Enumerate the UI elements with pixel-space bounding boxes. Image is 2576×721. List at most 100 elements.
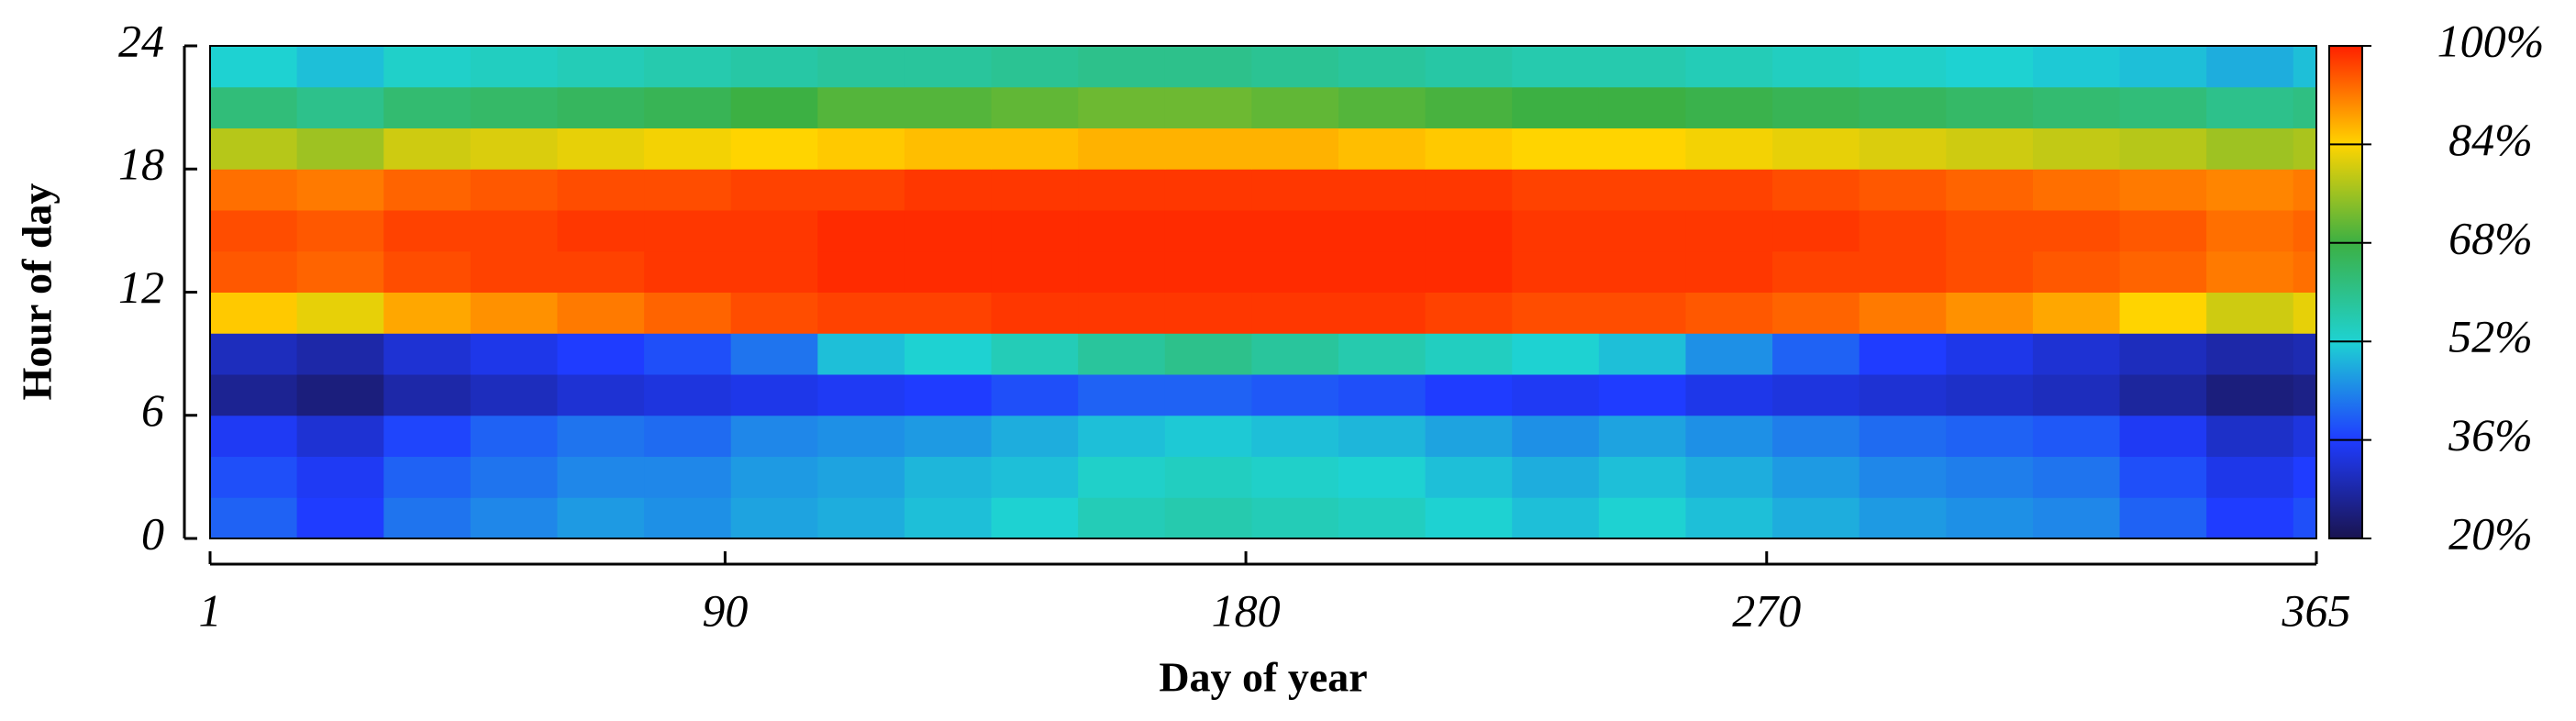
heat-cell bbox=[557, 415, 645, 457]
heat-cell bbox=[730, 292, 818, 334]
heat-cell bbox=[383, 374, 472, 416]
heat-cell bbox=[991, 456, 1079, 498]
heat-cell bbox=[1512, 169, 1600, 211]
heat-cell bbox=[1685, 250, 1773, 293]
heat-cell bbox=[1859, 333, 1947, 375]
heat-cell bbox=[1946, 292, 2034, 334]
colorbar bbox=[2328, 45, 2363, 539]
heat-cell bbox=[2032, 169, 2121, 211]
heat-cell bbox=[1598, 333, 1686, 375]
heat-cell bbox=[1164, 210, 1252, 252]
heat-cell bbox=[1685, 292, 1773, 334]
heat-cell bbox=[1946, 46, 2034, 88]
heat-cell bbox=[296, 415, 384, 457]
heat-cell bbox=[2293, 169, 2317, 211]
heat-cell bbox=[1425, 250, 1513, 293]
heat-cell bbox=[1251, 292, 1339, 334]
heat-cell bbox=[1078, 128, 1166, 170]
heat-cell bbox=[2206, 374, 2294, 416]
heat-cell bbox=[2293, 415, 2317, 457]
y-tick-label: 12 bbox=[118, 261, 164, 313]
heat-cell bbox=[1946, 210, 2034, 252]
heat-cell bbox=[2206, 456, 2294, 498]
heat-cell bbox=[991, 250, 1079, 293]
heat-cell bbox=[2119, 46, 2207, 88]
heat-cell bbox=[383, 46, 472, 88]
heat-cell bbox=[644, 497, 732, 539]
heat-cell bbox=[210, 250, 298, 293]
heat-cell bbox=[557, 169, 645, 211]
colorbar-tick-label: 52% bbox=[2448, 311, 2533, 362]
heat-cell bbox=[1598, 250, 1686, 293]
heat-cell bbox=[557, 46, 645, 88]
heat-cell bbox=[991, 210, 1079, 252]
x-tick-label: 180 bbox=[1212, 584, 1281, 636]
heat-cell bbox=[470, 250, 558, 293]
heat-cell bbox=[1251, 456, 1339, 498]
heat-cell bbox=[2119, 128, 2207, 170]
heat-cell bbox=[1772, 333, 1860, 375]
heat-cell bbox=[1164, 333, 1252, 375]
heat-cell bbox=[1859, 86, 1947, 128]
heat-cell bbox=[1859, 210, 1947, 252]
heat-cell bbox=[904, 497, 993, 539]
heat-cell bbox=[470, 210, 558, 252]
heat-cell bbox=[1338, 210, 1427, 252]
heat-cell bbox=[644, 333, 732, 375]
heat-cell bbox=[210, 333, 298, 375]
heat-cell bbox=[1512, 86, 1600, 128]
heat-cell bbox=[730, 169, 818, 211]
x-axis-label: Day of year bbox=[1159, 654, 1367, 701]
heat-cell bbox=[1946, 86, 2034, 128]
heat-cell bbox=[1251, 250, 1339, 293]
heat-cell bbox=[1338, 292, 1427, 334]
heat-cell bbox=[2032, 86, 2121, 128]
y-tick-label: 0 bbox=[141, 507, 164, 559]
heat-cell bbox=[1772, 415, 1860, 457]
heat-cell bbox=[730, 250, 818, 293]
heat-cell bbox=[470, 497, 558, 539]
heat-cell bbox=[644, 169, 732, 211]
heat-cell bbox=[1078, 374, 1166, 416]
heat-cell bbox=[557, 210, 645, 252]
x-tick-label: 90 bbox=[702, 584, 748, 636]
heat-cell bbox=[2032, 46, 2121, 88]
heat-cell bbox=[2293, 333, 2317, 375]
heat-cell bbox=[1164, 292, 1252, 334]
heat-cell bbox=[383, 86, 472, 128]
heat-cell bbox=[296, 169, 384, 211]
heat-cell bbox=[470, 169, 558, 211]
heat-cell bbox=[383, 210, 472, 252]
heat-cell bbox=[1251, 46, 1339, 88]
heat-cell bbox=[730, 333, 818, 375]
heat-cell bbox=[557, 333, 645, 375]
heat-cell bbox=[2032, 456, 2121, 498]
heat-cell bbox=[730, 497, 818, 539]
heat-cell bbox=[296, 456, 384, 498]
heat-cell bbox=[1164, 86, 1252, 128]
heat-cell bbox=[296, 250, 384, 293]
heat-cell bbox=[730, 86, 818, 128]
heat-cell bbox=[1078, 333, 1166, 375]
heat-cell bbox=[817, 456, 905, 498]
heat-cell bbox=[383, 415, 472, 457]
heat-cell bbox=[817, 333, 905, 375]
heat-cell bbox=[1859, 250, 1947, 293]
heat-cell bbox=[1685, 210, 1773, 252]
heat-cell bbox=[2119, 86, 2207, 128]
heat-cell bbox=[1772, 86, 1860, 128]
colorbar-tick-label: 36% bbox=[2448, 409, 2533, 460]
heat-cell bbox=[470, 415, 558, 457]
heat-cell bbox=[904, 46, 993, 88]
heat-cell bbox=[817, 415, 905, 457]
heat-cell bbox=[557, 86, 645, 128]
heat-cell bbox=[1512, 456, 1600, 498]
heat-cell bbox=[2119, 210, 2207, 252]
heat-cell bbox=[1598, 169, 1686, 211]
heat-cell bbox=[1251, 497, 1339, 539]
heat-cell bbox=[296, 210, 384, 252]
heat-cell bbox=[991, 497, 1079, 539]
heat-cell bbox=[2119, 169, 2207, 211]
heat-cell bbox=[1946, 250, 2034, 293]
